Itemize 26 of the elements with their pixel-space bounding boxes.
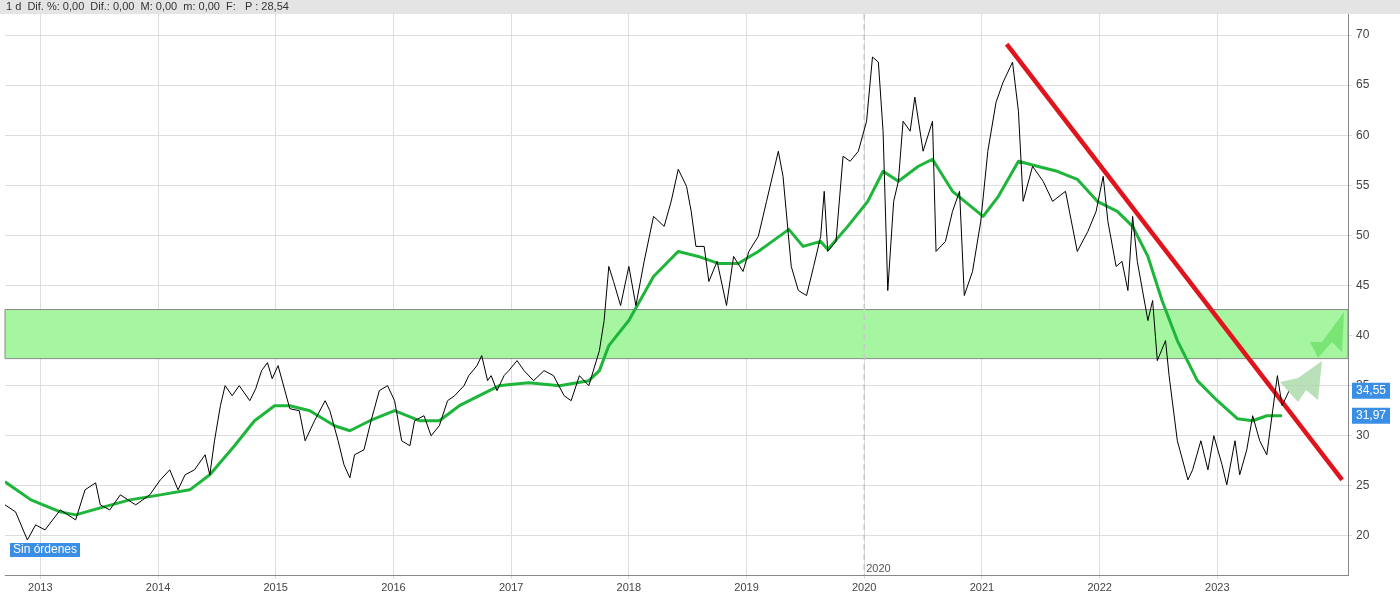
y-tick-label: 30 — [1356, 428, 1370, 443]
y-tick-label: 60 — [1356, 127, 1370, 142]
x-tick-label: 2022 — [1087, 580, 1112, 593]
x-tick-label: 2021 — [969, 580, 995, 593]
y-tick-label: 70 — [1356, 27, 1370, 42]
annotation: Sin órdenes — [13, 542, 78, 557]
x-tick-label: 2020 — [852, 580, 877, 593]
x-tick-label: 2019 — [734, 580, 759, 593]
ref-line-label: 2020 — [866, 561, 891, 574]
text: 34,55 — [1356, 382, 1387, 397]
y-tick-label: 65 — [1356, 77, 1370, 92]
y-tick-label: 40 — [1356, 327, 1370, 342]
x-tick-label: 2013 — [28, 580, 53, 593]
x-tick-label: 2016 — [381, 580, 406, 593]
y-tick-label: 45 — [1356, 277, 1370, 292]
text: 31,97 — [1356, 408, 1387, 423]
x-tick-label: 2018 — [616, 580, 642, 593]
y-tick-label: 55 — [1356, 177, 1370, 192]
x-tick-label: 2023 — [1205, 580, 1230, 593]
y-tick-label: 25 — [1356, 478, 1370, 493]
x-tick-label: 2017 — [498, 580, 524, 593]
y-tick-label: 20 — [1356, 528, 1370, 543]
chart-title: 1 d Dif. %: 0,00 Dif.: 0,00 M: 0,00 m: 0,00 F: P : 28,54 — [6, 0, 289, 13]
x-tick-label: 2014 — [145, 580, 171, 593]
y-tick-label: 50 — [1356, 227, 1370, 242]
x-tick-label: 2015 — [263, 580, 288, 593]
